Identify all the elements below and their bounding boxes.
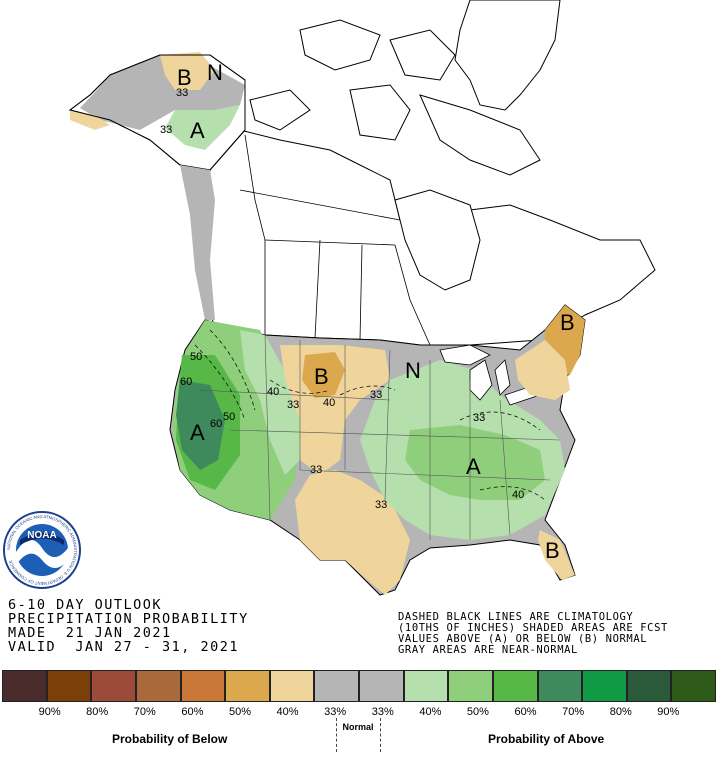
contour-33e: 33 (375, 499, 387, 511)
legend-tick-label: 33% (371, 706, 394, 718)
contour-40a: 40 (267, 386, 279, 398)
greenland-outline (454, 0, 561, 111)
note-line-1: DASHED BLACK LINES ARE CLIMATOLOGY (398, 611, 634, 623)
alaska-33-label: 33 (176, 87, 188, 99)
legend-swatch (180, 670, 226, 702)
noaa-logo-text: NOAA (27, 530, 56, 541)
normal-divider-right (380, 718, 381, 752)
legend-tick-label: 40% (276, 706, 299, 718)
legend-swatch (135, 670, 181, 702)
probability-legend (2, 670, 716, 702)
outlook-line-1: 6-10 DAY OUTLOOK (8, 597, 163, 613)
legend-swatch (359, 670, 404, 702)
arctic-island-1 (299, 19, 381, 71)
note-line-2: (10THS OF INCHES) SHADED AREAS ARE FCST (398, 622, 668, 634)
legend-tick-label: 70% (562, 706, 585, 718)
legend-tick-label: 60% (181, 706, 204, 718)
outlook-line-3: MADE 21 JAN 2021 (8, 625, 172, 641)
alaska-region (68, 52, 246, 171)
northeast-b-label: B (560, 310, 575, 335)
contour-60b: 60 (210, 418, 222, 430)
outlook-line-4: VALID JAN 27 - 31, 2021 (8, 639, 240, 655)
contour-33c: 33 (310, 464, 322, 476)
legend-swatch (671, 670, 716, 702)
alaska-b-label: B (177, 65, 192, 90)
legend-swatch (46, 670, 92, 702)
baffin-island (419, 94, 541, 176)
alaska-33b-label: 33 (160, 124, 172, 136)
legend-swatch (448, 670, 493, 702)
contour-40c: 40 (512, 489, 524, 501)
contour-50a: 50 (190, 351, 202, 363)
normal-caption: Normal (342, 722, 374, 732)
legend-swatch (492, 670, 538, 702)
above-caption: Probability of Above (488, 732, 605, 746)
outlook-line-2: PRECIPITATION PROBABILITY (8, 611, 249, 627)
alaska-a-label: A (190, 118, 205, 143)
legend-swatch (91, 670, 136, 702)
contour-33d: 33 (473, 412, 485, 424)
legend-tick-label: 60% (514, 706, 537, 718)
legend-tick-label: 90% (657, 706, 680, 718)
legend-swatch (269, 670, 315, 702)
note-line-4: GRAY AREAS ARE NEAR-NORMAL (398, 644, 578, 656)
legend-tick-label: 50% (228, 706, 251, 718)
outlook-map: B N 33 A 33 A B N A B B 50 60 60 50 40 3… (3, 0, 656, 596)
east-a-label: A (466, 454, 481, 479)
legend-tick-label: 80% (86, 706, 109, 718)
legend-swatch (403, 670, 449, 702)
legend-tick-label: 33% (324, 706, 347, 718)
arctic-island-2 (389, 29, 456, 81)
note-line-3: VALUES ABOVE (A) OR BELOW (B) NORMAL (398, 633, 648, 645)
legend-tick-label: 40% (419, 706, 442, 718)
outlook-title-block: 6-10 DAY OUTLOOK PRECIPITATION PROBABILIT… (8, 598, 249, 654)
contour-33a: 33 (287, 399, 299, 411)
below-caption: Probability of Below (112, 732, 228, 746)
contour-33b: 33 (370, 389, 382, 401)
legend-tick-label: 50% (466, 706, 489, 718)
contour-40b: 40 (323, 397, 335, 409)
tick-spacer (2, 706, 26, 718)
arctic-island-4 (349, 84, 411, 141)
noaa-logo: NOAA NATIONAL OCEANIC AND ATMOSPHERIC AD… (3, 511, 81, 589)
legend-tick-label: 80% (609, 706, 632, 718)
legend-swatch (314, 670, 359, 702)
florida-b-label: B (545, 538, 560, 563)
legend-swatch (537, 670, 583, 702)
arctic-island-3 (249, 89, 311, 131)
legend-swatch (582, 670, 627, 702)
legend-tick-label: 90% (38, 706, 61, 718)
tick-spacer (692, 706, 716, 718)
legend-swatch (626, 670, 672, 702)
west-a-label: A (190, 420, 205, 445)
contour-50b: 50 (223, 411, 235, 423)
north-b-label: B (314, 364, 329, 389)
legend-tick-label: 70% (133, 706, 156, 718)
contour-60a: 60 (180, 376, 192, 388)
alaska-n-label: N (207, 60, 223, 85)
hudson-bay (394, 189, 481, 291)
legend-swatch (225, 670, 270, 702)
legend-swatch (2, 670, 47, 702)
normal-divider-left (336, 718, 337, 752)
map-note-block: DASHED BLACK LINES ARE CLIMATOLOGY (10THS… (398, 612, 668, 656)
legend-ticks: 90% 80% 70% 60% 50% 40% 33% 33% 40% 50% 60% 70% 80% 9… (2, 706, 716, 718)
great-lakes-n-label: N (405, 358, 421, 383)
